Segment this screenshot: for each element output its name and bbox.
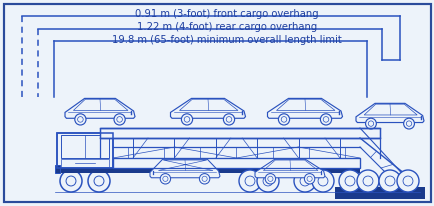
Polygon shape — [254, 159, 324, 178]
Circle shape — [396, 170, 418, 192]
Circle shape — [299, 176, 309, 186]
Polygon shape — [355, 103, 423, 123]
Bar — [113, 158, 359, 168]
Circle shape — [365, 118, 375, 129]
Circle shape — [317, 176, 327, 186]
Bar — [57, 133, 113, 168]
Polygon shape — [65, 98, 135, 118]
Circle shape — [384, 176, 394, 186]
Circle shape — [265, 174, 275, 184]
Circle shape — [368, 121, 373, 126]
Circle shape — [311, 170, 333, 192]
Circle shape — [267, 176, 273, 181]
Bar — [57, 168, 113, 173]
Circle shape — [238, 170, 260, 192]
Circle shape — [77, 117, 83, 122]
Bar — [113, 164, 359, 173]
Circle shape — [293, 170, 315, 192]
Circle shape — [403, 118, 414, 129]
Bar — [100, 128, 379, 138]
Polygon shape — [170, 98, 245, 118]
Circle shape — [356, 170, 378, 192]
Circle shape — [181, 114, 192, 125]
Circle shape — [114, 114, 125, 125]
Polygon shape — [179, 99, 237, 110]
Circle shape — [344, 176, 354, 186]
Polygon shape — [276, 99, 334, 110]
Circle shape — [405, 121, 411, 126]
Circle shape — [306, 176, 312, 181]
Bar — [57, 133, 113, 168]
Circle shape — [338, 170, 360, 192]
Polygon shape — [73, 99, 128, 110]
Circle shape — [60, 170, 82, 192]
Circle shape — [88, 170, 110, 192]
Circle shape — [88, 170, 110, 192]
Circle shape — [378, 170, 400, 192]
Circle shape — [162, 176, 168, 181]
Circle shape — [223, 114, 234, 125]
Circle shape — [304, 174, 314, 184]
Text: 1.22 m (4-foot) rear cargo overhang: 1.22 m (4-foot) rear cargo overhang — [137, 22, 316, 32]
Circle shape — [244, 176, 254, 186]
Polygon shape — [363, 104, 416, 115]
Text: 19.8 m (65-foot) minimum overall length limit: 19.8 m (65-foot) minimum overall length … — [112, 35, 341, 45]
Circle shape — [160, 174, 170, 184]
Bar — [334, 187, 424, 199]
Circle shape — [256, 170, 278, 192]
Circle shape — [75, 114, 86, 125]
Circle shape — [226, 117, 231, 122]
Polygon shape — [267, 98, 342, 118]
Circle shape — [184, 117, 189, 122]
Polygon shape — [158, 160, 213, 171]
Circle shape — [362, 176, 372, 186]
Bar — [61, 159, 109, 167]
Circle shape — [280, 117, 286, 122]
Circle shape — [278, 114, 289, 125]
Circle shape — [66, 176, 76, 186]
Circle shape — [60, 170, 82, 192]
Circle shape — [322, 117, 328, 122]
Polygon shape — [150, 159, 220, 178]
Circle shape — [94, 176, 104, 186]
Polygon shape — [263, 160, 317, 171]
Circle shape — [320, 114, 331, 125]
Bar — [100, 128, 379, 138]
Text: 0.91 m (3-foot) front cargo overhang: 0.91 m (3-foot) front cargo overhang — [135, 9, 318, 19]
Circle shape — [201, 176, 207, 181]
Circle shape — [402, 176, 412, 186]
Bar — [61, 135, 109, 158]
Bar — [113, 158, 359, 168]
Circle shape — [199, 174, 209, 184]
Circle shape — [263, 176, 272, 186]
Bar — [55, 165, 60, 173]
Circle shape — [117, 117, 122, 122]
